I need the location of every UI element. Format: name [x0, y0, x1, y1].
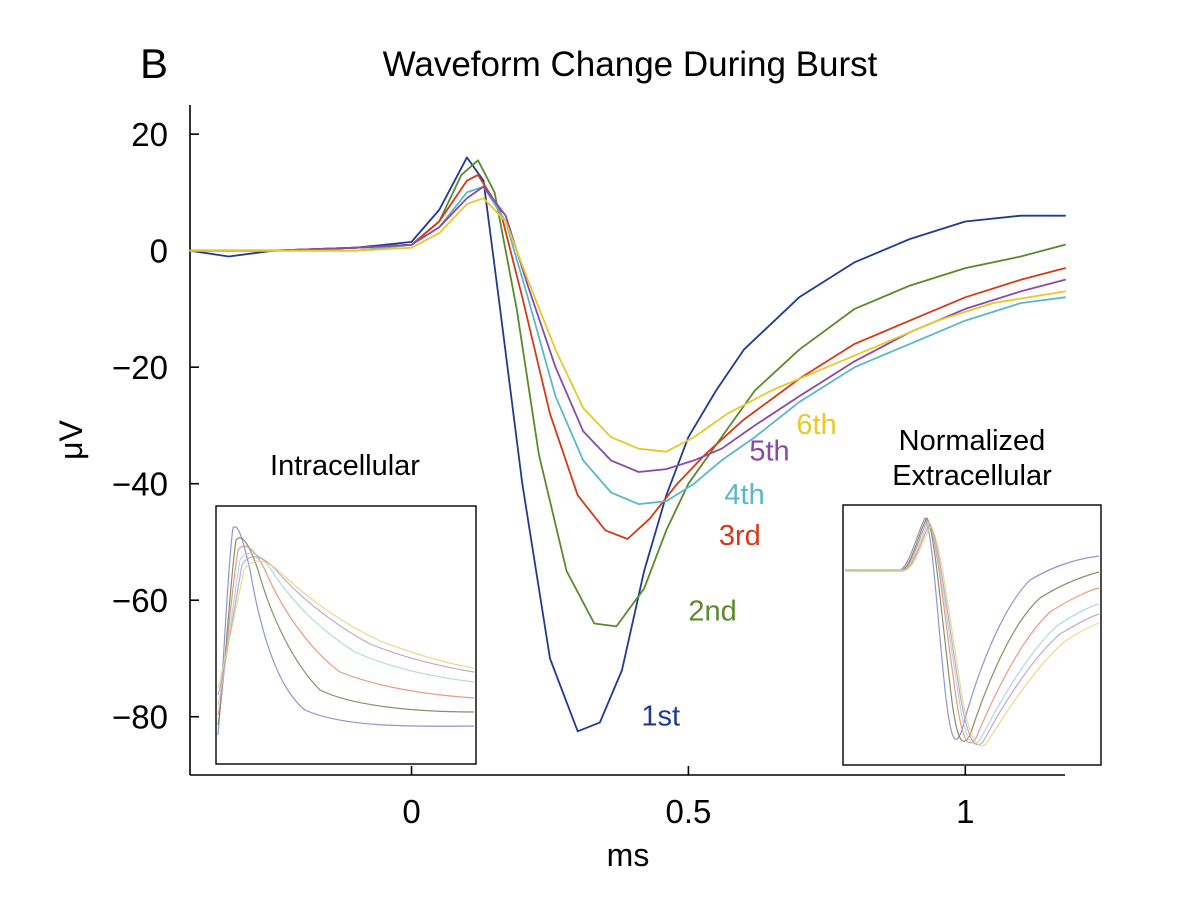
series-label-6th: 6th [796, 409, 836, 441]
series-layer [189, 156, 1066, 733]
inset-intracellular-trace [217, 526, 475, 736]
x-tick-label: 0.5 [665, 793, 711, 830]
y-tick-label: −80 [112, 699, 168, 736]
series-line-5th [189, 185, 1066, 473]
inset-title-line: Normalized [899, 425, 1046, 457]
y-tick-label: 20 [131, 116, 168, 153]
inset-extracellular: Normalized Extracellular [842, 425, 1102, 766]
inset-intracellular-title: Intracellular [270, 450, 420, 482]
inset-extracellular-trace [845, 519, 1100, 744]
inset-intracellular-trace [217, 556, 475, 696]
y-tick-label: 0 [150, 233, 168, 270]
inset-title-line: Intracellular [270, 450, 420, 482]
series-line-3rd [189, 174, 1066, 540]
y-axis-label: μV [53, 419, 89, 459]
series-label-3rd: 3rd [719, 520, 761, 552]
x-ticks: 0 0.5 1 [402, 766, 974, 830]
inset-extracellular-trace [845, 517, 1100, 742]
series-label-5th: 5th [749, 435, 789, 467]
inset-extracellular-trace [845, 523, 1100, 746]
inset-intracellular-trace [217, 545, 475, 716]
chart-title: Waveform Change During Burst [383, 45, 878, 84]
inset-intracellular-traces [217, 526, 475, 736]
axes: 200−20−40−60−80 0 0.5 1 [112, 105, 1065, 830]
inset-extracellular-trace [845, 525, 1100, 747]
y-tick-label: −40 [112, 466, 168, 503]
series-label-4th: 4th [724, 479, 764, 511]
series-label-2nd: 2nd [688, 596, 736, 628]
inset-extracellular-trace [845, 517, 1100, 740]
x-tick-label: 1 [956, 793, 974, 830]
inset-intracellular-trace [217, 552, 475, 706]
inset-intracellular: Intracellular [215, 450, 477, 765]
series-line-6th [189, 197, 1066, 453]
inset-extracellular-title: Normalized Extracellular [892, 425, 1052, 492]
y-ticks: 20 0 −20 −40 −60 −80 [112, 116, 199, 736]
inset-extracellular-box [842, 504, 1102, 766]
y-tick-label: −60 [112, 582, 168, 619]
inset-title-line: Extracellular [892, 460, 1052, 492]
series-line-1st [189, 156, 1066, 733]
inset-extracellular-traces [845, 517, 1100, 747]
inset-intracellular-trace [217, 537, 475, 726]
y-tick-label: −20 [112, 349, 168, 386]
x-tick-label: 0 [402, 793, 420, 830]
series-label-1st: 1st [641, 700, 680, 732]
inset-intracellular-box [215, 505, 477, 765]
panel-letter: B [140, 40, 168, 87]
x-axis-label: ms [607, 837, 650, 873]
inset-intracellular-trace [217, 560, 475, 689]
inset-extracellular-trace [845, 521, 1100, 745]
